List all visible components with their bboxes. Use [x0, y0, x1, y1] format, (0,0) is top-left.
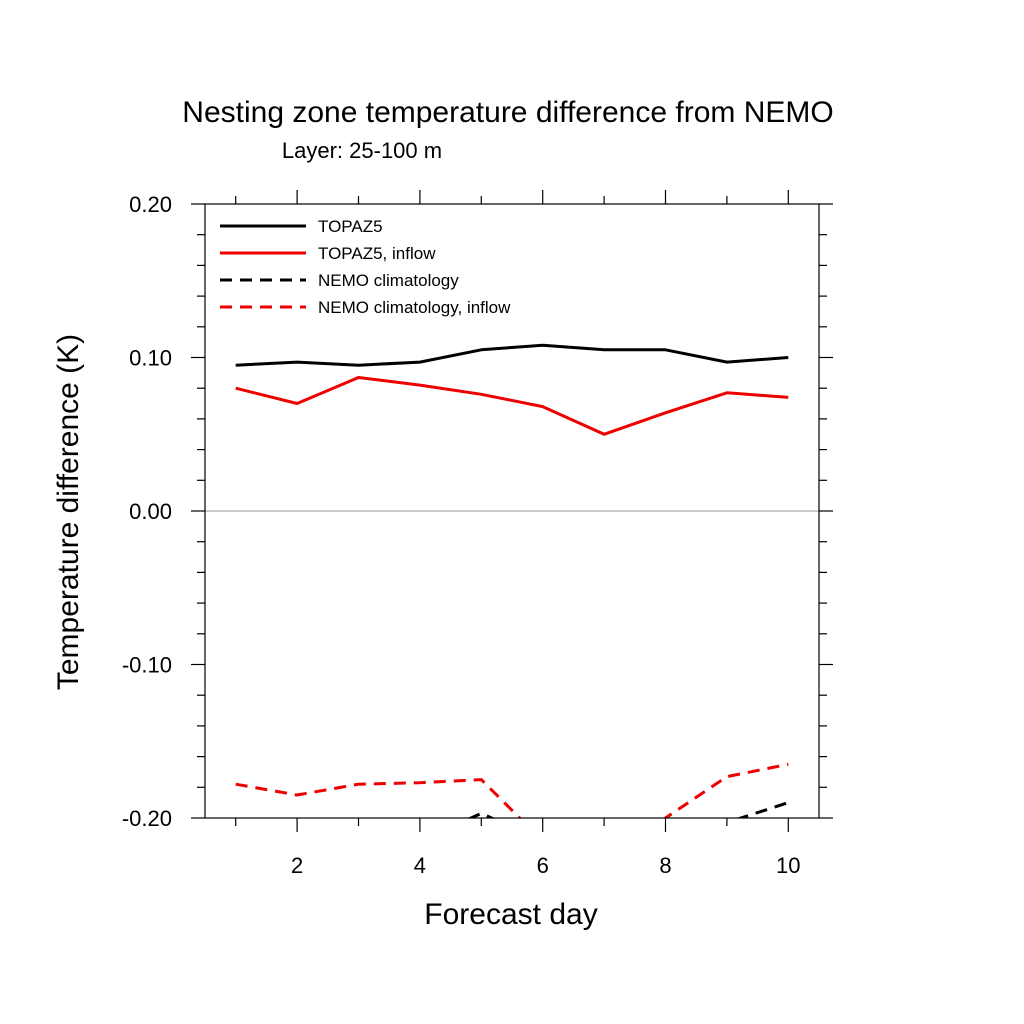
x-tick-label: 4: [414, 853, 426, 878]
legend-label-2: TOPAZ5, inflow: [318, 244, 436, 263]
y-axis-title: Temperature difference (K): [52, 334, 85, 690]
series-line-3: [467, 801, 789, 818]
axes-layer: [191, 190, 833, 832]
legend-label-3: NEMO climatology: [318, 271, 459, 290]
x-tick-label: 10: [776, 853, 800, 878]
series-line-4: [235, 762, 789, 818]
tick-label-layer: 2 4 6 8 10 -0.20 -0.10 0.00 0.10 0.20: [122, 192, 801, 878]
series-line-2: [235, 376, 789, 436]
y-tick-label: -0.10: [122, 653, 172, 678]
x-tick-label: 2: [291, 853, 303, 878]
legend: TOPAZ5 TOPAZ5, inflow NEMO climatology NEMO…: [220, 217, 511, 317]
y-tick-label: 0.00: [129, 499, 172, 524]
chart-title: Nesting zone temperature difference from…: [182, 96, 833, 129]
series-line-1: [235, 343, 789, 367]
series-layer: [235, 343, 789, 818]
legend-label-1: TOPAZ5: [318, 217, 383, 236]
x-tick-label: 8: [659, 853, 671, 878]
chart-subtitle: Layer: 25-100 m: [282, 138, 442, 163]
x-tick-label: 6: [537, 853, 549, 878]
x-axis-title: Forecast day: [424, 898, 597, 931]
y-tick-label: -0.20: [122, 806, 172, 831]
y-tick-label: 0.10: [129, 346, 172, 371]
legend-label-4: NEMO climatology, inflow: [318, 298, 511, 317]
y-tick-label: 0.20: [129, 192, 172, 217]
